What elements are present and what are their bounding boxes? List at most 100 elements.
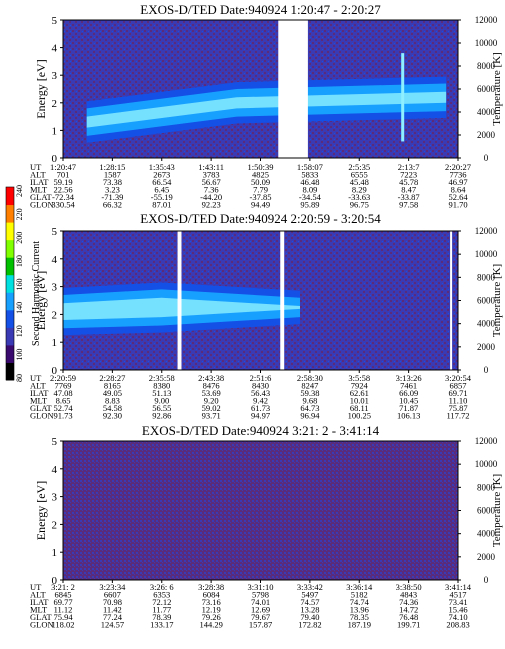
y2-tick-label: 4000 bbox=[477, 319, 496, 329]
table-cell: 1:43:11 bbox=[198, 162, 224, 172]
colorbar-segment bbox=[6, 362, 14, 381]
table-cell: 7736 bbox=[450, 170, 467, 180]
table-cell: 11.10 bbox=[449, 396, 468, 406]
table-cell: 4517 bbox=[450, 590, 467, 600]
table-cell: 6857 bbox=[450, 381, 467, 391]
table-cell: 5497 bbox=[301, 590, 318, 600]
table-cell: 46.97 bbox=[448, 177, 467, 187]
table-cell: 144.29 bbox=[199, 620, 222, 630]
table-cell: 74.36 bbox=[399, 597, 418, 607]
table-row-label: ALT bbox=[30, 590, 47, 600]
table-row-label: MLT bbox=[30, 605, 48, 615]
y-tick-label: 0 bbox=[52, 575, 58, 587]
table-cell: 79.40 bbox=[300, 612, 319, 622]
table-cell: 14.72 bbox=[399, 605, 418, 615]
table-cell: 4825 bbox=[252, 170, 269, 180]
table-row-label: GLAT bbox=[30, 192, 53, 202]
y-tick-label: 1 bbox=[52, 547, 58, 559]
table-row-label: ALT bbox=[30, 170, 47, 180]
table-cell: 7769 bbox=[55, 381, 72, 391]
table-cell: 51.13 bbox=[152, 388, 171, 398]
table-cell: 13.96 bbox=[350, 605, 369, 615]
colorbar: 80 100 120 140 160 180 200 220 240 Second Harmoni… bbox=[5, 185, 42, 382]
table-cell: 69.71 bbox=[448, 388, 467, 398]
table-cell: 6845 bbox=[55, 590, 72, 600]
colorbar-tick-label: 220 bbox=[15, 208, 24, 220]
table-cell: 8.29 bbox=[352, 185, 367, 195]
y2-tick-label: 0 bbox=[484, 365, 489, 375]
table-cell: 59.38 bbox=[300, 388, 319, 398]
table-cell: 68.11 bbox=[350, 403, 369, 413]
table-row-label: ILAT bbox=[30, 177, 49, 187]
y-axis-label: Energy [eV] bbox=[34, 59, 48, 118]
table-cell: 75.87 bbox=[448, 403, 467, 413]
data-gap bbox=[278, 20, 308, 158]
table-cell: 92.86 bbox=[152, 411, 171, 421]
table-cell: 5833 bbox=[301, 170, 318, 180]
table-row-label: GLON bbox=[30, 620, 54, 630]
y2-tick-label: 10000 bbox=[475, 459, 498, 469]
table-cell: 46.48 bbox=[300, 177, 319, 187]
table-cell: 5798 bbox=[252, 590, 269, 600]
y2-tick-label: 6000 bbox=[477, 84, 496, 94]
table-cell: 53.69 bbox=[202, 388, 221, 398]
table-cell: 9.42 bbox=[253, 396, 268, 406]
table-row-label: ILAT bbox=[30, 597, 49, 607]
table-cell: 97.58 bbox=[399, 200, 418, 210]
table-cell: 59.19 bbox=[53, 177, 72, 187]
table-cell: 133.17 bbox=[150, 620, 173, 630]
table-cell: 8.83 bbox=[105, 396, 120, 406]
y-tick-label: 3 bbox=[52, 492, 58, 504]
table-cell: -71.39 bbox=[101, 192, 123, 202]
table-cell: 2:43:38 bbox=[198, 373, 224, 383]
table-cell: 6084 bbox=[203, 590, 221, 600]
table-cell: 8430 bbox=[252, 381, 269, 391]
y2-tick-label: 10000 bbox=[475, 249, 498, 259]
table-cell: 56.67 bbox=[202, 177, 221, 187]
table-cell: 50.09 bbox=[251, 177, 270, 187]
y-tick-label: 3 bbox=[52, 282, 58, 294]
table-cell: 3:13:26 bbox=[396, 373, 422, 383]
y-tick-label: 5 bbox=[52, 436, 58, 448]
colorbar-segment bbox=[6, 222, 14, 241]
y2-tick-label: 8000 bbox=[477, 272, 496, 282]
table-cell: 2:5:35 bbox=[348, 162, 370, 172]
y-axis-label: Energy [eV] bbox=[34, 271, 48, 330]
table-cell: 56.55 bbox=[152, 403, 171, 413]
colorbar-tick-label: 120 bbox=[15, 325, 24, 337]
colorbar-label: Second Harmonic Current bbox=[31, 241, 42, 346]
y2-axis-label: Temperature [K] bbox=[491, 474, 503, 547]
table-cell: 56.43 bbox=[251, 388, 270, 398]
table-cell: 1:28:15 bbox=[99, 162, 125, 172]
table-cell: 1:50:39 bbox=[248, 162, 274, 172]
table-cell: 73.16 bbox=[202, 597, 221, 607]
y2-axis-label: Temperature [K] bbox=[491, 264, 503, 337]
colorbar-tick-label: 200 bbox=[15, 232, 24, 244]
table-cell: 3:33:42 bbox=[297, 582, 323, 592]
table-cell: 96.75 bbox=[350, 200, 369, 210]
table-cell: 79.67 bbox=[251, 612, 270, 622]
table-cell: 22.56 bbox=[53, 185, 72, 195]
table-cell: 8380 bbox=[153, 381, 170, 391]
table-cell: 8476 bbox=[203, 381, 220, 391]
table-cell: 3:38:50 bbox=[396, 582, 422, 592]
table-cell: 49.05 bbox=[103, 388, 122, 398]
table-cell: 77.24 bbox=[103, 612, 123, 622]
table-cell: 45.78 bbox=[399, 177, 418, 187]
table-cell: 9.68 bbox=[302, 396, 317, 406]
y-tick-label: 3 bbox=[52, 70, 58, 82]
colorbar-tick-label: 140 bbox=[15, 302, 24, 314]
table-cell: 3:26: 6 bbox=[150, 582, 174, 592]
y-tick-label: 0 bbox=[52, 365, 58, 377]
table-cell: 91.73 bbox=[53, 411, 72, 421]
table-cell: 100.25 bbox=[348, 411, 371, 421]
table-cell: 12.19 bbox=[202, 605, 221, 615]
table-cell: 3:36:14 bbox=[346, 582, 373, 592]
table-cell: 2:51:6 bbox=[250, 373, 272, 383]
table-cell: 71.87 bbox=[399, 403, 418, 413]
y2-tick-label: 8000 bbox=[477, 61, 496, 71]
colorbar-tick-label: 240 bbox=[15, 185, 24, 197]
table-cell: 11.77 bbox=[152, 605, 171, 615]
y-tick-label: 2 bbox=[52, 98, 58, 110]
